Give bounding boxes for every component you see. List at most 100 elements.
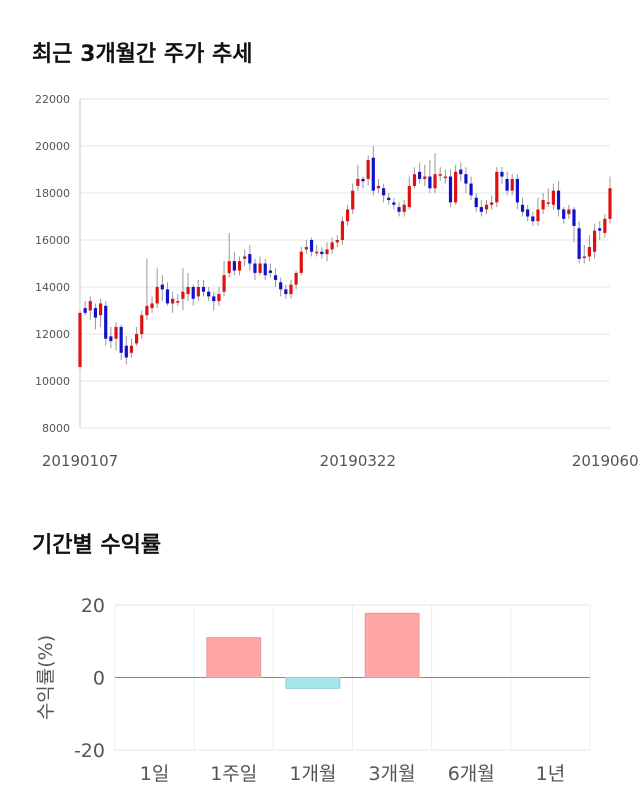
candle-body [124, 345, 128, 358]
price-candle [608, 176, 612, 224]
candle-body [351, 190, 355, 210]
candle-body [155, 287, 159, 304]
candle-body [454, 171, 458, 203]
price-candle [171, 291, 175, 313]
price-candle [289, 279, 293, 299]
candle-body [402, 204, 406, 212]
candle-body [361, 178, 365, 182]
candle-body [484, 204, 489, 210]
price-candle [273, 268, 278, 287]
price-y-tick: 8000 [42, 422, 70, 435]
price-candle [263, 258, 267, 280]
price-candle [381, 183, 386, 203]
price-candle [320, 247, 324, 259]
candle-body [222, 275, 226, 292]
candle-body [289, 284, 293, 295]
price-candle [459, 162, 463, 182]
candle-body [176, 301, 180, 303]
price-candle [376, 178, 381, 193]
price-candlestick-chart: 220002000018000160001400012000100008000 … [35, 93, 640, 470]
candle-body [381, 188, 386, 196]
price-candle [294, 270, 298, 290]
price-candle [392, 197, 396, 210]
candle-body [397, 207, 401, 212]
price-candle [464, 167, 468, 193]
candle-body [474, 197, 478, 208]
returns-y-axis: 20 0 -20 [74, 595, 105, 762]
candle-body [237, 261, 242, 271]
price-candle [433, 153, 437, 193]
price-y-tick: 16000 [35, 234, 70, 247]
price-candle [299, 247, 303, 276]
price-candle [176, 294, 180, 306]
price-candle [598, 221, 602, 240]
price-candle [366, 155, 370, 186]
candle-body [104, 305, 108, 339]
candle-body [366, 160, 370, 179]
price-candle [304, 240, 309, 255]
candle-body [196, 287, 200, 297]
price-candle [253, 258, 257, 280]
price-candle [191, 284, 195, 306]
price-candle [412, 167, 417, 189]
price-candle [356, 164, 360, 191]
candle-body [109, 336, 113, 342]
candle-body [98, 303, 103, 316]
price-candle [98, 298, 103, 327]
candle-body [299, 251, 303, 273]
price-candle [227, 232, 231, 278]
returns-y-tick: -20 [74, 740, 105, 762]
candle-body [515, 178, 519, 203]
candle-body [531, 216, 535, 222]
candle-body [387, 197, 391, 201]
candle-body [603, 218, 607, 233]
returns-y-axis-label: 수익률(%) [35, 635, 57, 720]
candle-body [232, 261, 236, 271]
price-candle [495, 167, 499, 208]
price-candle [490, 195, 494, 210]
price-candle [124, 336, 128, 365]
price-candle [232, 251, 236, 276]
price-candle [330, 237, 334, 255]
candle-body [495, 171, 499, 203]
returns-x-axis: 1일 1주일 1개월 3개월 6개월 1년 [140, 763, 565, 785]
candle-body [263, 263, 267, 276]
candle-body [129, 345, 134, 353]
candle-body [191, 287, 195, 299]
candle-body [428, 176, 432, 189]
price-candle [243, 249, 247, 266]
price-candle [217, 287, 221, 306]
price-y-axis: 22000 20000 18000 16000 14000 12000 10000 8000 [35, 93, 70, 435]
candle-body [448, 176, 453, 203]
price-candle [562, 207, 566, 224]
price-candle [268, 263, 272, 278]
candle-body [315, 251, 319, 254]
price-candle [371, 146, 375, 196]
price-candle [510, 174, 514, 196]
candle-body [418, 171, 422, 179]
candle-body [294, 272, 298, 285]
price-candle [119, 324, 123, 360]
candle-body [546, 202, 550, 204]
candle-body [567, 209, 571, 215]
price-y-tick: 20000 [35, 140, 70, 153]
candle-body [217, 294, 221, 302]
returns-grid [114, 604, 591, 751]
candle-body [438, 174, 442, 176]
price-candle [160, 275, 164, 302]
price-candle [567, 204, 571, 219]
returns-bars [206, 612, 420, 689]
price-candle [186, 272, 190, 302]
returns-y-tick: 20 [81, 595, 105, 617]
candle-body [150, 303, 154, 309]
candle-body [227, 261, 231, 273]
candle-body [577, 228, 581, 259]
returns-x-tick: 1개월 [289, 763, 336, 785]
price-candle [454, 164, 458, 205]
candle-body [78, 312, 82, 367]
price-candle [93, 303, 98, 330]
price-candle [418, 162, 422, 184]
candle-body [598, 228, 602, 231]
candle-body [582, 256, 586, 258]
price-candle [556, 181, 561, 217]
